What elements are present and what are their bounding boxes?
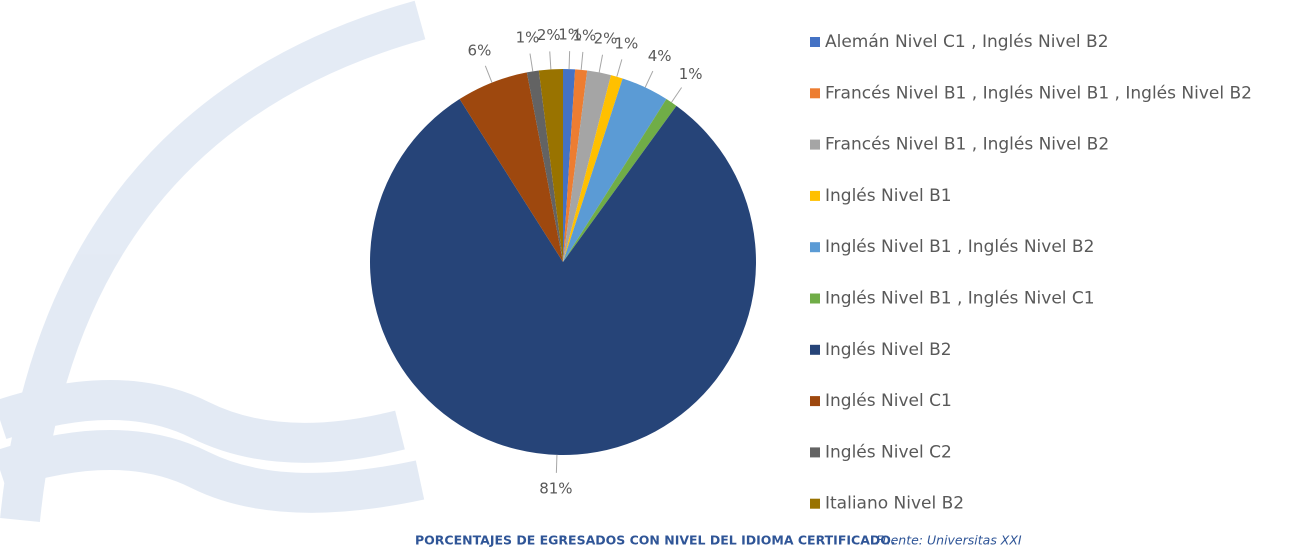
data-label: 81%: [539, 479, 572, 497]
legend-label: Inglés Nivel B1 , Inglés Nivel B2: [825, 237, 1094, 257]
legend-swatch: [810, 396, 820, 406]
data-label: 1%: [516, 28, 540, 46]
leader-line: [569, 51, 570, 69]
legend-label: Italiano Nivel B2: [825, 494, 964, 514]
data-label: 2%: [537, 26, 561, 44]
legend-label: Francés Nivel B1 , Inglés Nivel B2: [825, 135, 1109, 155]
leader-line: [617, 59, 622, 76]
legend-swatch: [810, 191, 820, 201]
leader-line: [645, 71, 653, 87]
data-label: 1%: [679, 65, 703, 83]
legend-swatch: [810, 447, 820, 457]
legend-swatch: [810, 88, 820, 98]
caption-source: Fuente: Universitas XXI: [876, 533, 1022, 548]
leader-line: [581, 52, 583, 70]
legend-label: Francés Nivel B1 , Inglés Nivel B1 , Ing…: [825, 83, 1252, 103]
chart: PORCENTAJES DE EGRESADOS CON NIVEL DEL I…: [0, 0, 1311, 552]
legend-label: Inglés Nivel B1 , Inglés Nivel C1: [825, 289, 1095, 309]
leader-line: [530, 54, 533, 72]
legend-swatch: [810, 140, 820, 150]
legend-label: Inglés Nivel B2: [825, 340, 952, 360]
legend-swatch: [810, 37, 820, 47]
legend-swatch: [810, 294, 820, 304]
legend-label: Inglés Nivel C1: [825, 391, 952, 411]
leader-line: [599, 55, 602, 73]
data-label: 1%: [614, 35, 638, 53]
legend-swatch: [810, 242, 820, 252]
legend-label: Alemán Nivel C1 , Inglés Nivel B2: [825, 32, 1109, 52]
legend-swatch: [810, 499, 820, 509]
legend-swatch: [810, 345, 820, 355]
leader-line: [671, 87, 681, 102]
caption-title: PORCENTAJES DE EGRESADOS CON NIVEL DEL I…: [415, 533, 895, 548]
legend-label: Inglés Nivel B1: [825, 186, 952, 206]
leader-line: [556, 455, 557, 473]
watermark: [0, 20, 420, 520]
data-label: 4%: [648, 47, 672, 65]
legend-label: Inglés Nivel C2: [825, 442, 952, 462]
data-label: 6%: [468, 41, 492, 59]
leader-line: [485, 66, 492, 83]
leader-line: [550, 51, 551, 69]
